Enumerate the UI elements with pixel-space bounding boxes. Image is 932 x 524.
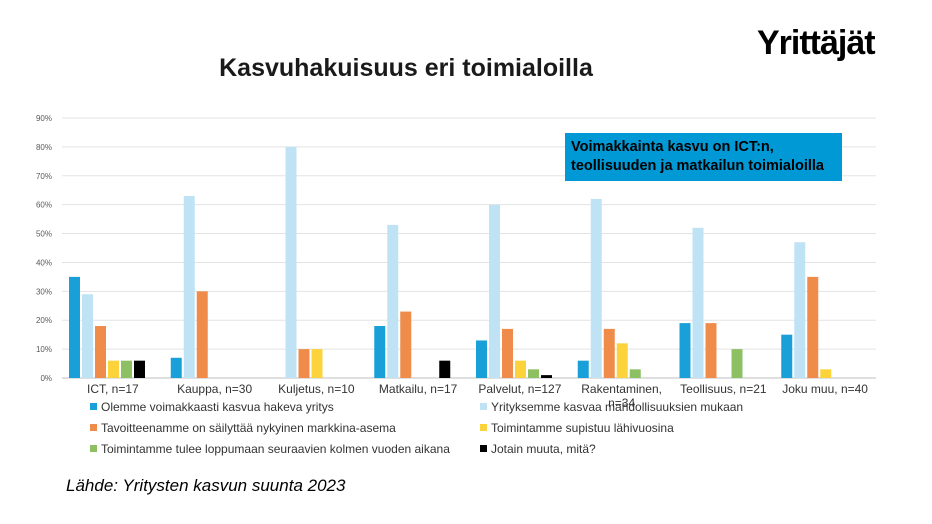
bar <box>476 340 487 378</box>
y-tick-label: 60% <box>36 201 52 210</box>
bar <box>400 311 412 378</box>
bar <box>781 334 793 378</box>
legend-label: Yrityksemme kasvaa mahdollisuuksien muka… <box>491 400 743 414</box>
legend-label: Tavoitteenamme on säilyttää nykyinen mar… <box>101 421 396 435</box>
yrittajat-logo: Yrittäjät <box>757 24 876 62</box>
y-tick-label: 70% <box>36 172 52 181</box>
bar <box>577 360 589 378</box>
x-tick-label: Joku muu, n=40 <box>782 382 868 396</box>
y-tick-label: 90% <box>36 114 52 123</box>
callout-line-2: teollisuuden ja matkailun toimialoilla <box>571 158 824 174</box>
bar <box>820 369 832 378</box>
bar <box>311 349 323 378</box>
legend-swatch <box>90 424 97 431</box>
x-tick-label: Palvelut, n=127 <box>478 382 561 396</box>
bar <box>82 294 93 378</box>
bar <box>679 323 691 378</box>
y-tick-label: 40% <box>36 258 52 267</box>
bar <box>285 146 297 378</box>
bar <box>705 323 717 378</box>
legend-label: Olemme voimakkaasti kasvua hakeva yritys <box>101 400 334 414</box>
source-note: Lähde: Yritysten kasvun suunta 2023 <box>66 476 346 495</box>
legend-swatch <box>90 403 97 410</box>
x-tick-label: Matkailu, n=17 <box>379 382 458 396</box>
bar <box>196 291 208 378</box>
legend-swatch <box>480 445 487 452</box>
bar <box>374 326 386 378</box>
x-tick-label: Kuljetus, n=10 <box>278 382 355 396</box>
bar <box>629 369 641 378</box>
y-tick-label: 30% <box>36 287 52 296</box>
bar <box>439 360 451 378</box>
bar <box>731 349 743 378</box>
x-tick-label: Rakentaminen, <box>581 382 662 396</box>
chart-title: Kasvuhakuisuus eri toimialoilla <box>219 54 593 82</box>
bar <box>692 227 704 378</box>
x-tick-label: Kauppa, n=30 <box>177 382 252 396</box>
legend-label: Jotain muuta, mitä? <box>491 442 596 456</box>
bar <box>387 224 399 378</box>
bar <box>170 357 182 378</box>
bar <box>807 276 819 378</box>
bar <box>515 360 526 378</box>
legend-swatch <box>90 445 97 452</box>
bar <box>603 328 615 378</box>
bar <box>794 242 806 378</box>
bar <box>95 326 106 378</box>
y-tick-label: 80% <box>36 143 52 152</box>
x-tick-label: n=34 <box>608 396 635 410</box>
x-tick-label: ICT, n=17 <box>87 382 139 396</box>
bar <box>616 343 628 378</box>
bar <box>183 196 195 378</box>
bar <box>502 328 513 378</box>
bar <box>489 204 500 378</box>
callout-box: Voimakkainta kasvu on ICT:n, teollisuude… <box>565 133 842 181</box>
legend-swatch <box>480 403 487 410</box>
legend-label: Toimintamme tulee loppumaan seuraavien k… <box>101 442 450 456</box>
bar <box>134 360 145 378</box>
bar <box>528 369 539 378</box>
y-tick-label: 0% <box>40 374 52 383</box>
bar <box>541 375 552 378</box>
bar <box>121 360 132 378</box>
y-tick-label: 10% <box>36 345 52 354</box>
bar <box>298 349 310 378</box>
x-tick-label: Teollisuus, n=21 <box>680 382 767 396</box>
bar <box>108 360 119 378</box>
y-tick-label: 20% <box>36 316 52 325</box>
bar <box>69 276 80 378</box>
y-tick-label: 50% <box>36 230 52 239</box>
bar <box>590 198 602 378</box>
legend-label: Toimintamme supistuu lähivuosina <box>491 421 674 435</box>
callout-line-1: Voimakkainta kasvu on ICT:n, <box>571 139 774 155</box>
legend-swatch <box>480 424 487 431</box>
